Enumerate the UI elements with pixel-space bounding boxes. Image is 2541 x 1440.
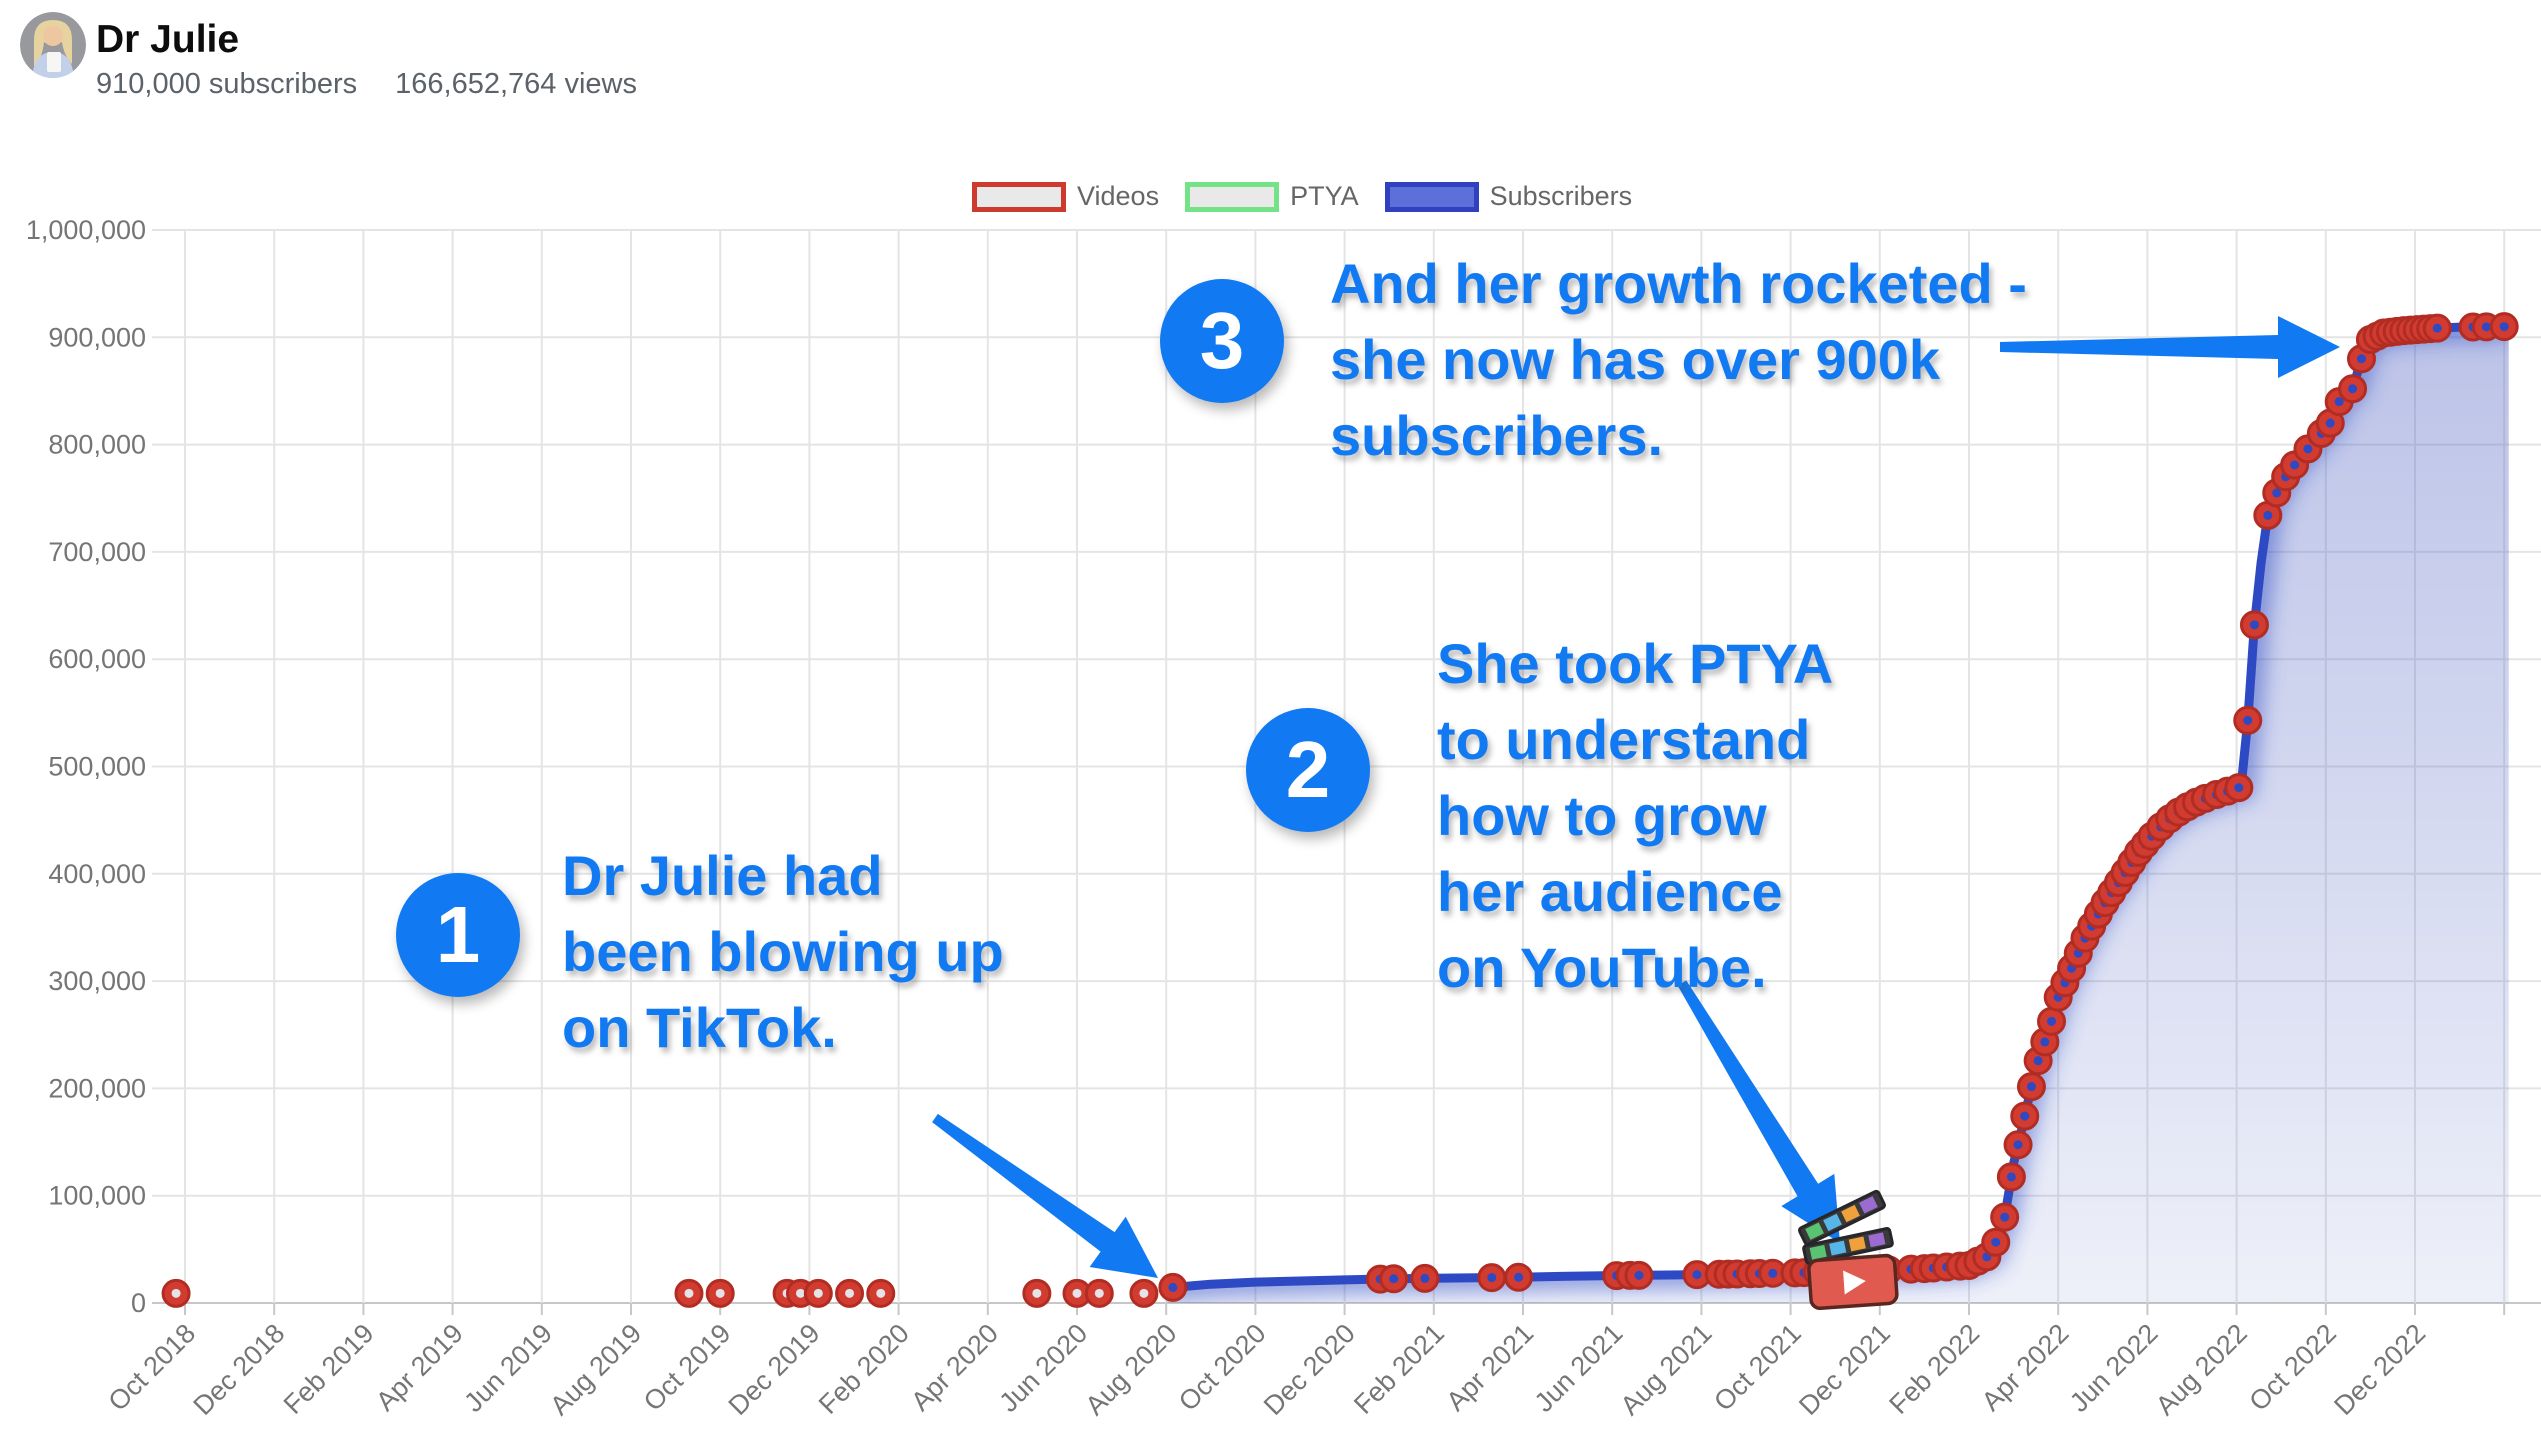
annotation-badge-2: 2 [1246,708,1370,832]
annotation-badge-3: 3 [1160,279,1284,403]
legend-item-ptya[interactable]: PTYA [1185,181,1359,212]
svg-text:300,000: 300,000 [48,966,146,996]
svg-text:Feb 2020: Feb 2020 [813,1318,915,1420]
svg-text:Dec 2020: Dec 2020 [1258,1318,1361,1421]
annotation-text-3: And her growth rocketed - she now has ov… [1330,252,2027,467]
svg-text:800,000: 800,000 [48,430,146,460]
svg-text:Feb 2022: Feb 2022 [1883,1318,1985,1420]
subscribers-area [1166,326,2509,1304]
svg-text:Oct 2019: Oct 2019 [638,1318,737,1417]
ptya-swatch-icon [1185,181,1280,212]
svg-text:Dec 2018: Dec 2018 [187,1318,290,1421]
legend-item-videos[interactable]: Videos [972,181,1159,212]
svg-text:Dec 2021: Dec 2021 [1793,1318,1896,1421]
avatar [20,12,86,78]
svg-text:100,000: 100,000 [48,1181,146,1211]
svg-text:200,000: 200,000 [48,1073,146,1103]
annotation-text-1: Dr Julie had been blowing up on TikTok. [562,844,1004,1059]
svg-text:1,000,000: 1,000,000 [26,215,146,245]
svg-text:Dec 2022: Dec 2022 [2328,1318,2431,1421]
svg-text:400,000: 400,000 [48,859,146,889]
view-count: 166,652,764 views [395,68,637,100]
annotation-badge-1: 1 [396,873,520,997]
subscriber-count: 910,000 subscribers [96,68,358,100]
legend-label: Subscribers [1489,181,1633,211]
svg-text:Apr 2021: Apr 2021 [1441,1318,1540,1417]
svg-text:Oct 2021: Oct 2021 [1708,1318,1807,1417]
svg-text:Feb 2019: Feb 2019 [278,1318,380,1420]
annotation-text-2: She took PTYA to understand how to grow … [1437,632,1834,999]
svg-text:Oct 2022: Oct 2022 [2243,1318,2342,1417]
svg-text:Apr 2020: Apr 2020 [905,1318,1004,1417]
svg-text:Aug 2019: Aug 2019 [544,1318,647,1421]
legend-item-subscribers[interactable]: Subscribers [1384,181,1633,212]
svg-text:Apr 2019: Apr 2019 [370,1318,469,1417]
svg-text:Jun 2021: Jun 2021 [1529,1318,1629,1418]
svg-text:Feb 2021: Feb 2021 [1348,1318,1450,1420]
videos-swatch-icon [972,181,1066,212]
svg-text:Aug 2022: Aug 2022 [2150,1318,2253,1421]
svg-text:Aug 2021: Aug 2021 [1615,1318,1718,1421]
channel-name: Dr Julie [96,18,240,61]
svg-text:Jun 2020: Jun 2020 [993,1318,1093,1418]
svg-text:Apr 2022: Apr 2022 [1976,1318,2075,1417]
svg-text:Oct 2018: Oct 2018 [103,1318,202,1417]
svg-text:900,000: 900,000 [48,322,146,352]
svg-text:700,000: 700,000 [48,537,146,567]
legend-label: Videos [1077,181,1160,211]
subscribers-swatch-icon [1384,181,1479,212]
video-markers [161,312,2519,1308]
svg-text:Oct 2020: Oct 2020 [1173,1318,1272,1417]
clapperboard-icon [1798,1189,1899,1310]
svg-text:0: 0 [131,1288,146,1318]
annotation-arrows [932,316,2340,1278]
svg-text:Aug 2020: Aug 2020 [1079,1318,1182,1421]
legend-label: PTYA [1290,181,1359,211]
chart-legend: Videos PTYA Subscribers [972,181,1632,212]
svg-text:Jun 2019: Jun 2019 [458,1318,558,1418]
svg-text:500,000: 500,000 [48,752,146,782]
svg-text:600,000: 600,000 [48,644,146,674]
svg-text:Dec 2019: Dec 2019 [723,1318,826,1421]
svg-text:Jun 2022: Jun 2022 [2064,1318,2164,1418]
channel-stats: 910,000 subscribers 166,652,764 views [96,68,675,101]
channel-avatar-image [20,12,86,78]
